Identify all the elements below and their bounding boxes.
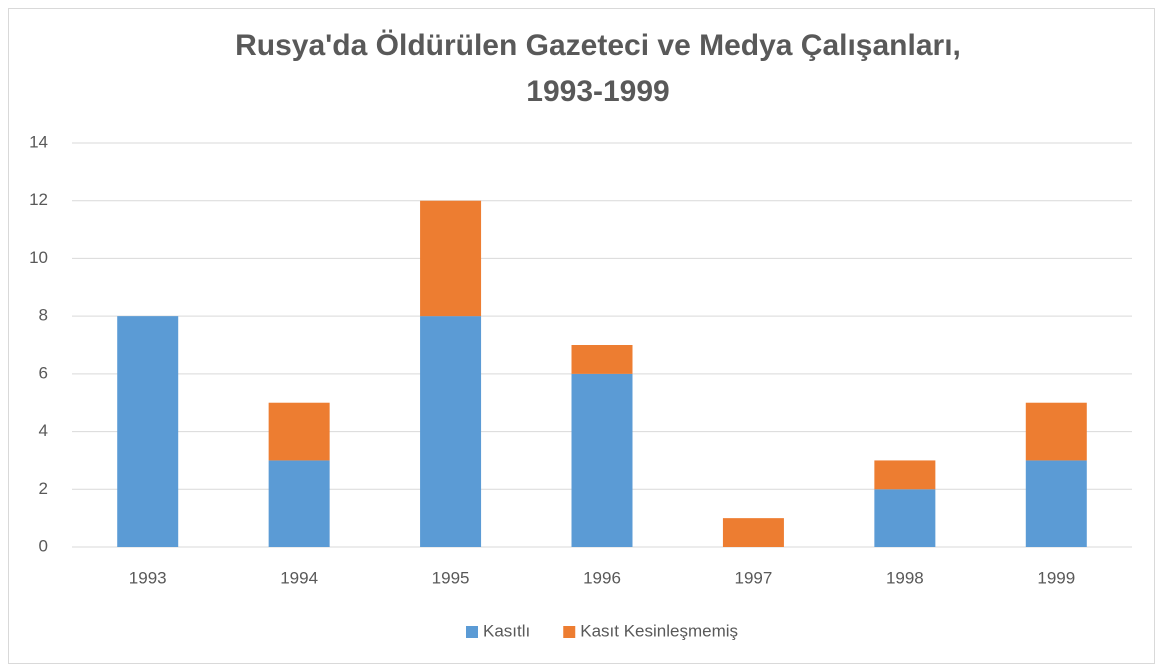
y-tick-label: 0 xyxy=(39,536,48,555)
y-tick-label: 14 xyxy=(29,132,48,151)
legend-label: Kasıtlı xyxy=(483,621,530,640)
y-tick-label: 4 xyxy=(39,421,48,440)
bar-segment xyxy=(268,402,330,461)
bar-segment xyxy=(1025,402,1087,461)
bar-segment xyxy=(722,518,784,547)
y-tick-label: 2 xyxy=(39,479,48,498)
legend-swatch xyxy=(466,626,478,638)
x-tick-label: 1998 xyxy=(886,568,924,587)
bar-segment xyxy=(874,489,936,547)
bar-segment xyxy=(874,460,936,490)
bar-segment xyxy=(117,316,179,547)
y-tick-label: 8 xyxy=(39,306,48,325)
bar-segment xyxy=(420,316,482,547)
x-tick-label: 1996 xyxy=(583,568,621,587)
chart-title: 1993-1999 xyxy=(526,75,669,108)
chart-title: Rusya'da Öldürülen Gazeteci ve Medya Çal… xyxy=(235,29,961,62)
x-tick-label: 1993 xyxy=(129,568,167,587)
bar-segment xyxy=(1025,460,1087,547)
x-tick-label: 1999 xyxy=(1037,568,1075,587)
chart-frame xyxy=(8,8,1155,664)
y-tick-label: 12 xyxy=(29,190,48,209)
bar-segment xyxy=(420,200,482,317)
y-tick-label: 6 xyxy=(39,363,48,382)
x-tick-label: 1995 xyxy=(432,568,470,587)
legend-label: Kasıt Kesinleşmemiş xyxy=(580,621,738,640)
x-tick-label: 1997 xyxy=(735,568,773,587)
legend-swatch xyxy=(563,626,576,638)
y-tick-label: 10 xyxy=(29,248,48,267)
bar-segment xyxy=(571,345,633,374)
x-tick-label: 1994 xyxy=(280,568,318,587)
bar-segment xyxy=(268,460,330,547)
bar-segment xyxy=(571,373,633,547)
